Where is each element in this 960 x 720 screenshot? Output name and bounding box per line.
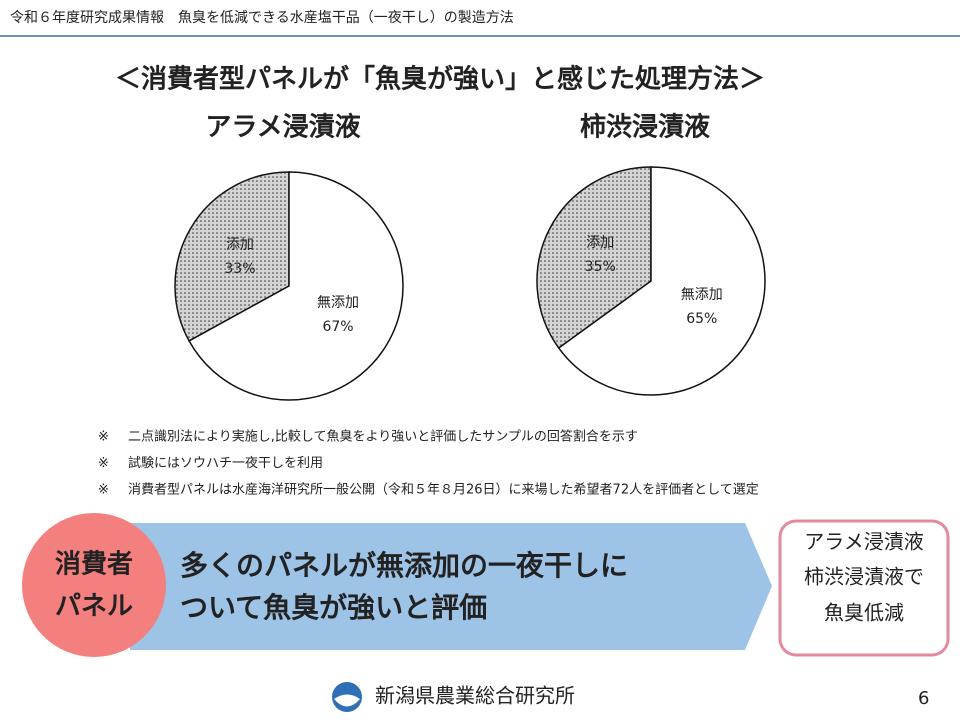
note-text: 二点識別法により実施し,比較して魚臭をより強いと評価したサンプルの回答割合を示す bbox=[128, 429, 638, 445]
slice-value: 33% bbox=[224, 261, 255, 277]
badge-text: パネル bbox=[55, 592, 133, 622]
slice-label: 添加 bbox=[586, 235, 614, 251]
note-mark: ※ bbox=[98, 456, 109, 471]
note-text: 消費者型パネルは水産海洋研究所一般公開（令和５年８月26日）に来場した希望者72… bbox=[128, 482, 759, 498]
page-number: 6 bbox=[918, 688, 929, 709]
note-text: 試験にはソウハチ一夜干しを利用 bbox=[128, 455, 323, 471]
conclusion-text: 柿渋浸漬液で bbox=[804, 565, 924, 589]
chart-title: アラメ浸漬液 bbox=[205, 113, 360, 143]
conclusion-box bbox=[778, 519, 950, 657]
pie-slice bbox=[557, 166, 766, 396]
slice-label: 添加 bbox=[226, 237, 254, 253]
pie-slice-texture bbox=[175, 171, 289, 341]
banner-arrow bbox=[130, 523, 772, 650]
banner-text: ついて魚臭が強いと評価 bbox=[180, 591, 487, 624]
slice-label: 無添加 bbox=[681, 287, 723, 303]
slice-value: 65% bbox=[686, 311, 717, 327]
note-mark: ※ bbox=[98, 483, 109, 498]
note-mark: ※ bbox=[98, 430, 109, 445]
conclusion-text: 魚臭低減 bbox=[824, 601, 904, 625]
badge-text: 消費者 bbox=[55, 550, 133, 580]
slice-value: 67% bbox=[322, 319, 353, 335]
pie-slice bbox=[188, 171, 404, 401]
slice-value: 35% bbox=[585, 259, 616, 275]
chart-title: 柿渋浸漬液 bbox=[580, 112, 710, 143]
pie-slice-texture bbox=[537, 167, 651, 349]
logo-mark bbox=[334, 694, 360, 707]
slice-label: 無添加 bbox=[317, 295, 359, 311]
conclusion-text: アラメ浸漬液 bbox=[804, 530, 923, 554]
header-title: 令和６年度研究成果情報 魚臭を低減できる水産塩干品（一夜干し）の製造方法 bbox=[10, 9, 514, 26]
banner-text: 多くのパネルが無添加の一夜干しに bbox=[180, 549, 628, 582]
slide-title: ＜消費者型パネルが「魚臭が強い」と感じた処理方法＞ bbox=[115, 64, 765, 95]
footer-org: 新潟県農業総合研究所 bbox=[375, 684, 575, 708]
badge bbox=[22, 513, 166, 657]
